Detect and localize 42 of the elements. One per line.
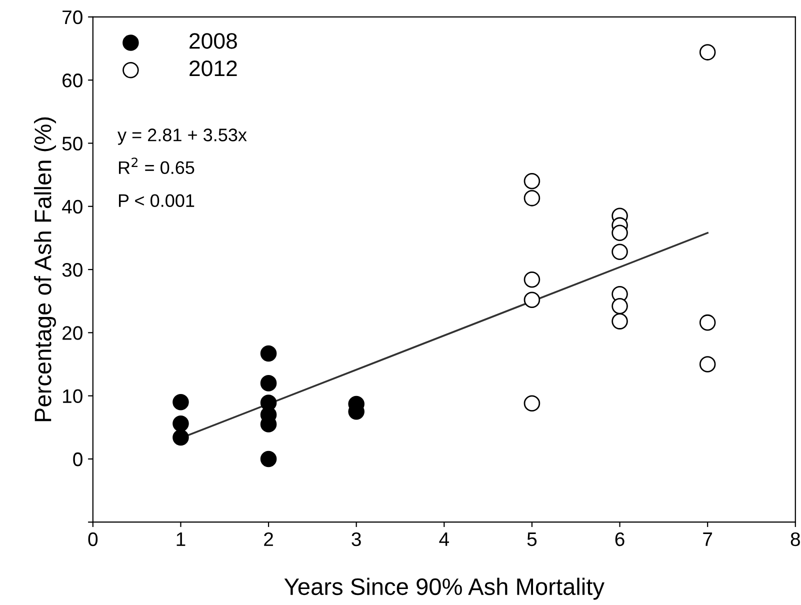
y-tick-label: 10 xyxy=(63,389,82,404)
point xyxy=(699,314,716,331)
x-tick-label: 2 xyxy=(264,532,273,546)
point xyxy=(612,298,628,314)
point xyxy=(612,224,628,242)
x-tick-label: 8 xyxy=(790,532,800,546)
y-tick-label: 70 xyxy=(62,10,82,24)
y-tick-label: 0 xyxy=(73,452,82,466)
point xyxy=(260,345,277,362)
legend-label: 2008 xyxy=(190,33,237,49)
point xyxy=(524,395,540,412)
point xyxy=(524,172,540,190)
annotation: P < 0.001 xyxy=(118,194,194,208)
point xyxy=(612,244,628,260)
y-axis-title: Percentage of Ash Fallen (%) xyxy=(34,117,56,422)
point xyxy=(172,429,189,446)
point xyxy=(699,44,716,60)
x-axis-title: Years Since 90% Ash Mortality xyxy=(284,578,604,600)
x-tick-label: 0 xyxy=(88,532,98,546)
point xyxy=(260,450,277,468)
y-tick-label: 50 xyxy=(62,136,82,150)
point xyxy=(524,271,540,288)
x-tick-label: 3 xyxy=(352,532,361,546)
legend-label: 2012 xyxy=(190,60,237,76)
point xyxy=(260,375,277,392)
y-tick-label: 60 xyxy=(62,74,82,88)
point xyxy=(699,356,716,372)
point xyxy=(172,394,189,410)
x-tick-label: 7 xyxy=(703,532,712,546)
annotation: R$^{2}$ = 0.65 xyxy=(118,158,194,174)
point xyxy=(524,190,540,206)
annotation: y = 2.81 + 3.53x xyxy=(118,128,247,145)
y-tick-label: 40 xyxy=(62,200,82,214)
x-tick-label: 1 xyxy=(176,532,186,546)
x-tick-label: 4 xyxy=(439,532,449,546)
point xyxy=(612,313,628,330)
x-tick-label: 6 xyxy=(615,532,624,546)
x-tick-label: 5 xyxy=(527,532,537,546)
y-tick-label: 20 xyxy=(62,326,82,340)
point xyxy=(524,292,540,308)
point xyxy=(172,415,189,432)
y-tick-label: 30 xyxy=(62,262,82,277)
